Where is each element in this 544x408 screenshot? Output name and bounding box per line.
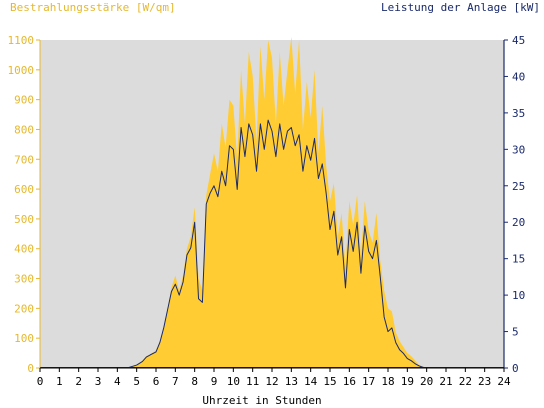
right-tick-label: 5 — [512, 326, 519, 339]
irradiance-area-layer — [127, 37, 439, 369]
left-tick-label: 1100 — [8, 34, 35, 47]
x-tick-label: 18 — [381, 375, 394, 388]
x-tick-label: 2 — [75, 375, 82, 388]
left-tick-label: 1000 — [8, 64, 35, 77]
x-tick-label: 11 — [246, 375, 259, 388]
x-tick-label: 15 — [323, 375, 336, 388]
x-tick-label: 16 — [343, 375, 356, 388]
left-tick-label: 300 — [14, 273, 34, 286]
right-tick-label: 45 — [512, 34, 525, 47]
x-tick-label: 8 — [191, 375, 198, 388]
right-tick-label: 15 — [512, 253, 525, 266]
right-tick-label: 10 — [512, 289, 525, 302]
x-tick-label: 1 — [56, 375, 63, 388]
right-tick-label: 40 — [512, 70, 525, 83]
x-tick-label: 24 — [497, 375, 511, 388]
x-tick-label: 19 — [401, 375, 414, 388]
x-tick-label: 17 — [362, 375, 375, 388]
right-tick-label: 20 — [512, 216, 525, 229]
x-tick-label: 9 — [211, 375, 218, 388]
left-tick-label: 400 — [14, 243, 34, 256]
left-tick-label: 900 — [14, 94, 34, 107]
x-tick-label: 20 — [420, 375, 433, 388]
left-axis-ticks: 0 100 200 300 400 500 600 700 800 900 1000 1100 — [8, 34, 40, 375]
x-tick-label: 7 — [172, 375, 179, 388]
left-axis-title: Bestrahlungsstärke [W/qm] — [10, 1, 176, 14]
left-tick-label: 0 — [27, 362, 34, 375]
x-tick-label: 10 — [227, 375, 240, 388]
left-tick-label: 200 — [14, 302, 34, 315]
left-tick-label: 800 — [14, 123, 34, 136]
right-axis-ticks: 0 5 10 15 20 25 30 35 40 45 — [504, 34, 525, 375]
left-tick-label: 700 — [14, 153, 34, 166]
x-tick-label: 22 — [459, 375, 472, 388]
x-tick-label: 14 — [304, 375, 318, 388]
x-tick-label: 21 — [439, 375, 452, 388]
x-axis-ticks: 0 1 2 3 4 5 6 7 8 9 10 11 12 13 14 15 16 17 18 19 20 21 22 23 24 — [37, 368, 511, 388]
power-line — [126, 119, 439, 369]
left-tick-label: 600 — [14, 183, 34, 196]
right-axis-title: Leistung der Anlage [kW] — [381, 1, 540, 14]
left-tick-label: 100 — [14, 332, 34, 345]
left-tick-label: 500 — [14, 213, 34, 226]
x-tick-label: 13 — [285, 375, 298, 388]
x-tick-label: 4 — [114, 375, 121, 388]
x-tick-label: 0 — [37, 375, 44, 388]
x-axis-title: Uhrzeit in Stunden — [202, 394, 321, 407]
x-tick-label: 23 — [478, 375, 491, 388]
x-tick-label: 6 — [153, 375, 160, 388]
irradiance-area — [127, 37, 439, 369]
right-tick-label: 25 — [512, 180, 525, 193]
right-tick-label: 30 — [512, 143, 525, 156]
x-tick-label: 3 — [95, 375, 102, 388]
right-tick-label: 35 — [512, 107, 525, 120]
x-tick-label: 5 — [133, 375, 140, 388]
right-tick-label: 0 — [512, 362, 519, 375]
x-tick-label: 12 — [265, 375, 278, 388]
